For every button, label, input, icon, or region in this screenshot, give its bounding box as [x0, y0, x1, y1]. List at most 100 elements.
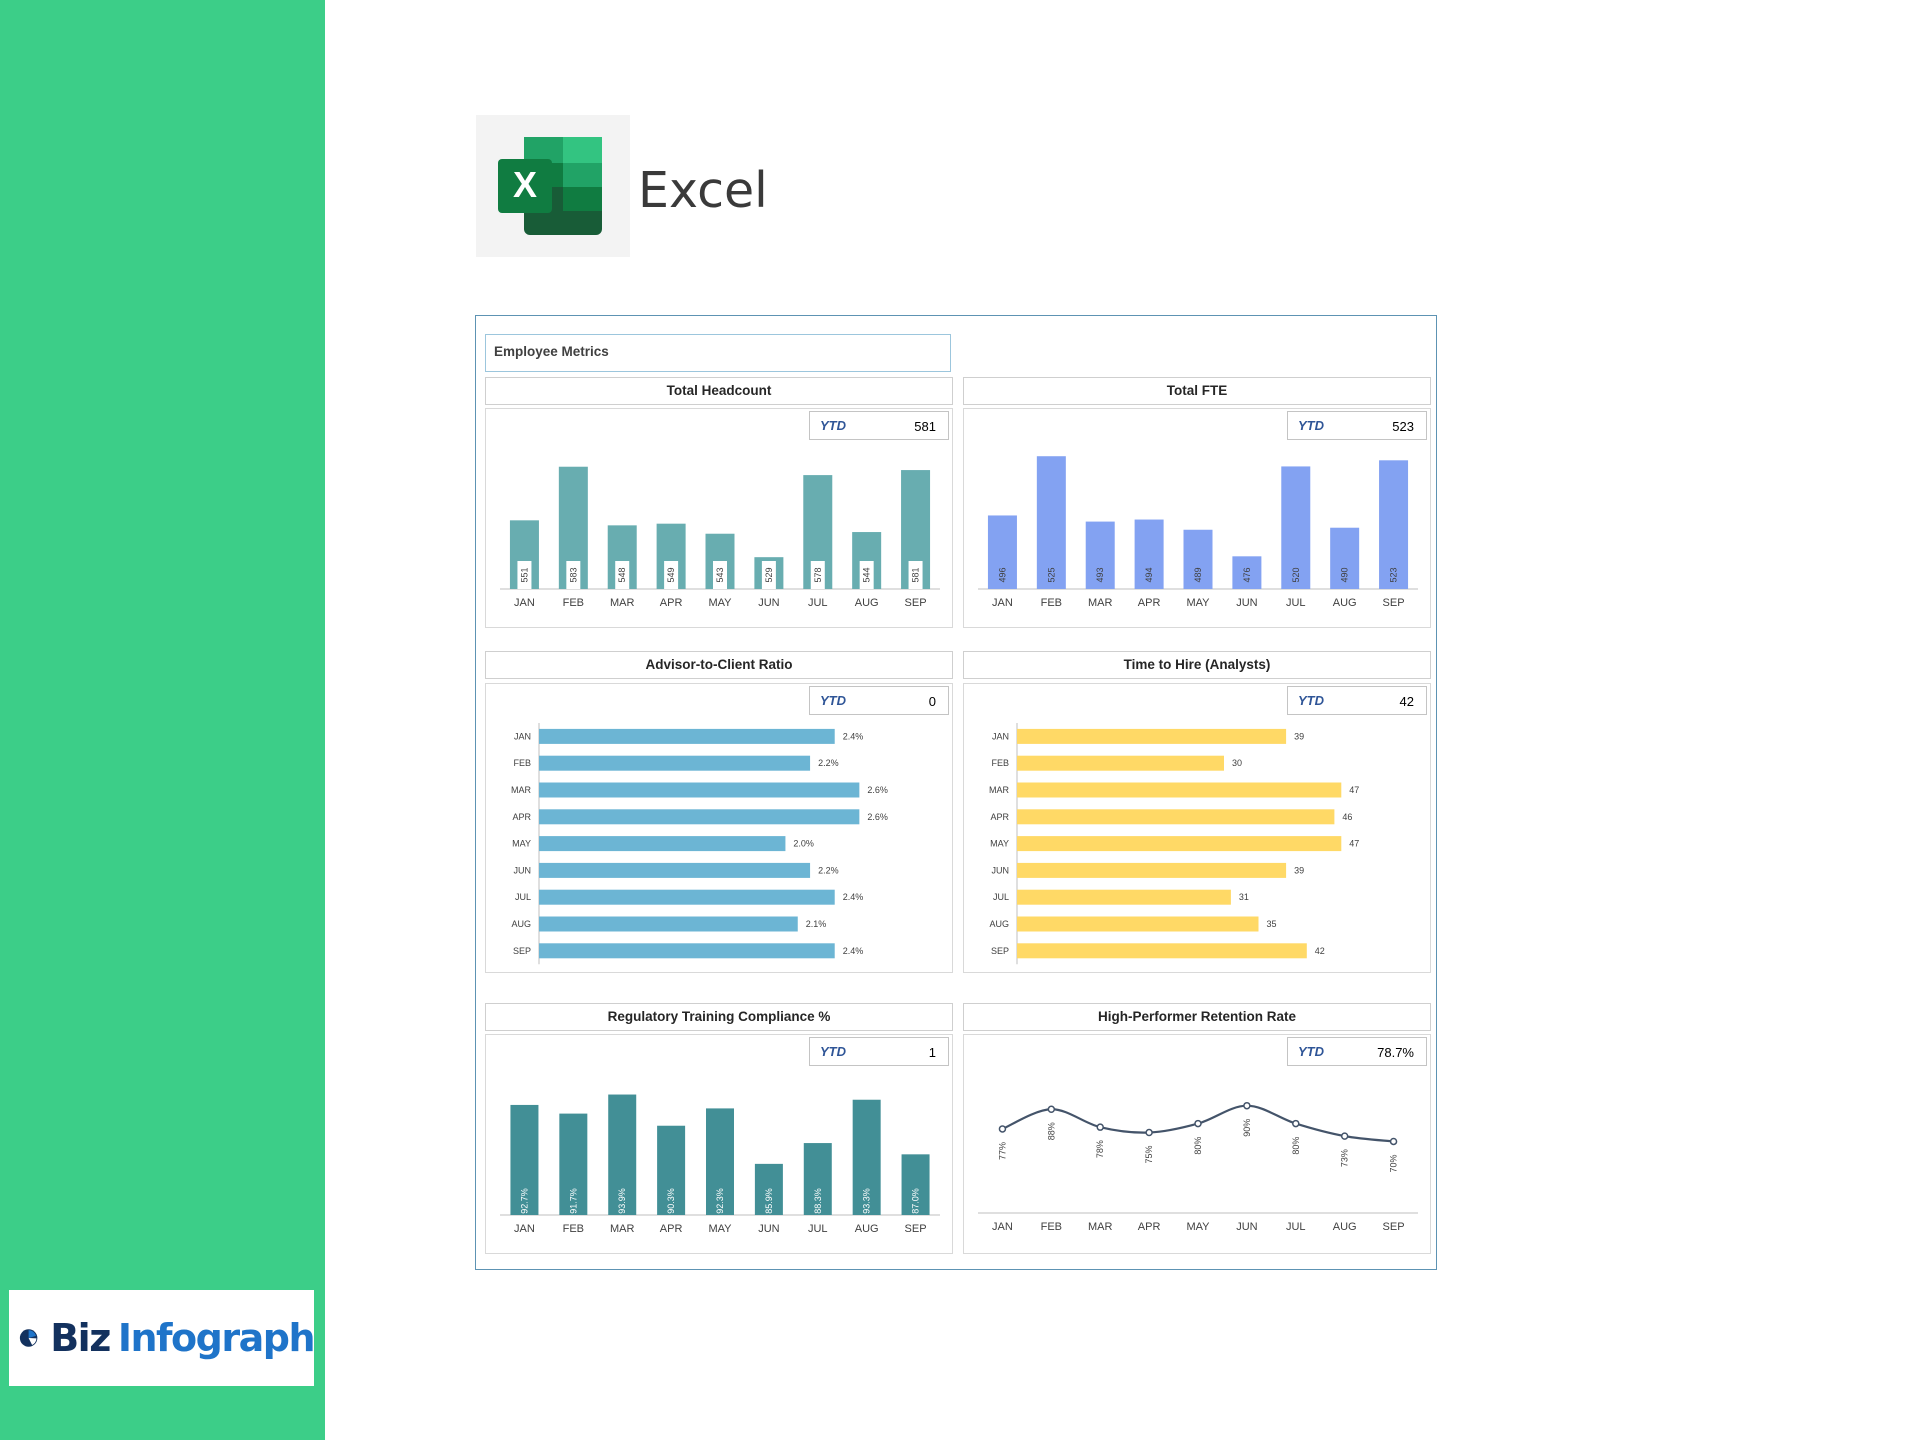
hire-tick-label: SEP [991, 946, 1009, 956]
compliance-panel-title: Regulatory Training Compliance % [485, 1003, 953, 1031]
hire-data-label: 42 [1315, 946, 1325, 956]
ratio-data-label: 2.1% [806, 919, 827, 929]
retention-point [1243, 1101, 1251, 1110]
retention-tick-label: MAR [1088, 1221, 1113, 1233]
compliance-tick-label: JAN [514, 1223, 535, 1235]
fte-bar [1134, 519, 1164, 589]
compliance-tick-label: MAR [610, 1223, 635, 1235]
fte-bar [987, 515, 1017, 589]
ratio-bar [539, 728, 835, 744]
headcount-tick-label: APR [660, 597, 683, 609]
hire-bar [1017, 728, 1287, 744]
headcount-panel: YTD 581 551 JAN 583 FEB 548 MAR 549 APR 543 MAY 52… [485, 408, 953, 628]
headcount-panel-title: Total Headcount [485, 377, 953, 405]
headcount-data-label-box [859, 561, 874, 589]
headcount-tick-label: SEP [905, 597, 927, 609]
hire-tick-label: APR [990, 812, 1009, 822]
fte-bar [1379, 460, 1409, 589]
compliance-data-label: 85.9% [764, 1188, 774, 1214]
compliance-tick-label: MAY [708, 1223, 732, 1235]
headcount-data-label: 544 [862, 567, 872, 582]
ratio-panel: YTD 0 JAN 2.4% FEB 2.2% MAR 2.6% APR 2.6% MAY 2.0… [485, 683, 953, 973]
hire-bar [1017, 755, 1224, 771]
dashboard-title: Employee Metrics [485, 334, 951, 372]
compliance-bar [510, 1104, 539, 1215]
hire-data-label: 39 [1294, 865, 1304, 875]
hire-ytd-label: YTD [1298, 693, 1324, 708]
hire-bar [1017, 836, 1342, 852]
compliance-tick-label: JUN [758, 1223, 779, 1235]
headcount-data-label-box [566, 561, 581, 589]
retention-panel: YTD 78.7% 77% JAN 88% FEB 78% MAR 75% APR 80% MAY… [963, 1034, 1431, 1254]
retention-tick-label: JUL [1286, 1221, 1306, 1233]
ratio-bar [539, 836, 786, 852]
headcount-data-label: 581 [911, 567, 921, 582]
compliance-data-label: 87.0% [911, 1188, 921, 1214]
ratio-data-label: 2.6% [867, 812, 888, 822]
compliance-data-label: 93.9% [617, 1188, 627, 1214]
compliance-chart: 92.7% JAN 91.7% FEB 93.9% MAR 90.3% APR 92.3% MAY… [500, 1094, 940, 1235]
hire-tick-label: MAR [989, 785, 1010, 795]
retention-point [1292, 1119, 1300, 1128]
ratio-bar [539, 889, 835, 905]
hire-panel: YTD 42 JAN 39 FEB 30 MAR 47 APR 46 MAY 47 JUN 39 JUL… [963, 683, 1431, 973]
excel-icon-letter: X [513, 164, 537, 205]
fte-bar [1183, 529, 1213, 589]
ratio-bar [539, 782, 860, 798]
ratio-tick-label: FEB [513, 758, 531, 768]
fte-data-label: 525 [1046, 567, 1056, 582]
fte-data-label: 496 [997, 567, 1007, 582]
hire-panel-title: Time to Hire (Analysts) [963, 651, 1431, 679]
headcount-ytd-value: 581 [914, 419, 936, 434]
hire-ytd-box: YTD 42 [1287, 686, 1427, 715]
headcount-data-label-box [517, 561, 532, 589]
ratio-tick-label: SEP [513, 946, 531, 956]
compliance-bar [754, 1163, 783, 1215]
hire-tick-label: MAY [990, 839, 1009, 849]
fte-data-label: 494 [1144, 567, 1154, 582]
retention-point [1194, 1119, 1202, 1128]
ratio-bar [539, 809, 860, 825]
fte-panel: YTD 523 496 JAN 525 FEB 493 MAR 494 APR 489 MAY 47… [963, 408, 1431, 628]
ratio-data-label: 2.4% [843, 946, 864, 956]
dashboard-frame: Employee Metrics Total Headcount YTD 581… [475, 315, 1437, 1270]
fte-bar [1281, 466, 1311, 589]
ratio-tick-label: JAN [514, 731, 531, 741]
fte-tick-label: MAY [1186, 597, 1210, 609]
fte-ytd-label: YTD [1298, 418, 1324, 433]
brand-infograph-text: Infograph [117, 1316, 316, 1360]
hire-tick-label: JUL [993, 892, 1009, 902]
hire-tick-label: JAN [992, 731, 1009, 741]
retention-tick-label: JUN [1236, 1221, 1257, 1233]
hire-tick-label: FEB [991, 758, 1009, 768]
retention-data-label: 73% [1340, 1149, 1350, 1167]
fte-data-label: 490 [1340, 567, 1350, 582]
headcount-data-label-box [810, 561, 825, 589]
headcount-data-label-box [908, 561, 923, 589]
ratio-tick-label: JUN [514, 865, 532, 875]
fte-tick-label: JUN [1236, 597, 1257, 609]
hire-data-label: 39 [1294, 731, 1304, 741]
retention-tick-label: JAN [992, 1221, 1013, 1233]
fte-data-label: 489 [1193, 567, 1203, 582]
fte-data-label: 520 [1291, 567, 1301, 582]
retention-data-label: 78% [1095, 1140, 1105, 1158]
excel-icon: X [498, 137, 602, 235]
biz-infograph-logo: Biz Infograph [9, 1290, 316, 1386]
ratio-data-label: 2.6% [867, 785, 888, 795]
headcount-data-label: 543 [715, 567, 725, 582]
left-sidebar: Biz Infograph [0, 0, 325, 1440]
headcount-tick-label: MAY [708, 597, 732, 609]
excel-app-icon-box: X [476, 115, 630, 257]
headcount-data-label: 551 [519, 567, 529, 582]
retention-point [998, 1125, 1007, 1133]
hire-bar [1017, 862, 1287, 878]
hire-bar [1017, 916, 1259, 932]
ratio-data-label: 2.4% [843, 731, 864, 741]
ratio-panel-title: Advisor-to-Client Ratio [485, 651, 953, 679]
headcount-data-label-box [664, 561, 679, 589]
hire-data-label: 35 [1267, 919, 1277, 929]
retention-data-label: 80% [1193, 1137, 1203, 1155]
retention-tick-label: APR [1138, 1221, 1161, 1233]
fte-bar [1232, 556, 1262, 589]
